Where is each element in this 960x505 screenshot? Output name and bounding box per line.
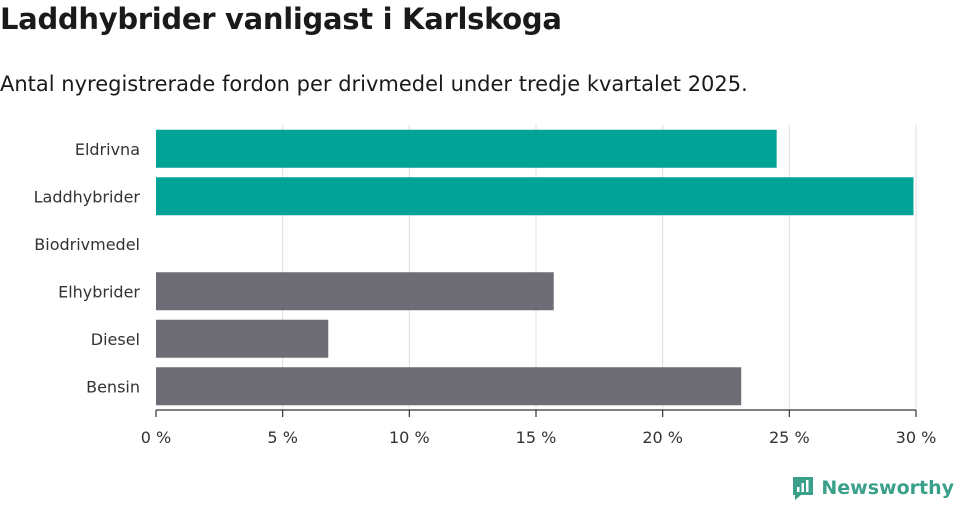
chart-subtitle: Antal nyregistrerade fordon per drivmede… <box>0 72 748 96</box>
category-label: Diesel <box>91 330 140 349</box>
x-tick-label: 10 % <box>389 428 430 447</box>
x-tick-label: 20 % <box>642 428 683 447</box>
category-label: Biodrivmedel <box>34 235 140 254</box>
x-tick-label: 5 % <box>267 428 297 447</box>
category-label: Bensin <box>86 377 140 396</box>
bar <box>156 177 914 216</box>
x-tick-label: 30 % <box>896 428 937 447</box>
chart-title: Laddhybrider vanligast i Karlskoga <box>0 2 562 36</box>
brand-name: Newsworthy <box>821 477 954 499</box>
bar <box>156 367 742 406</box>
x-tick-label: 25 % <box>769 428 810 447</box>
bar <box>156 319 329 358</box>
x-tick-label: 15 % <box>516 428 557 447</box>
category-label: Elhybrider <box>58 282 140 301</box>
bar <box>156 272 554 311</box>
bar <box>156 129 777 168</box>
newsworthy-logo-icon <box>793 477 814 500</box>
category-label: Eldrivna <box>75 140 140 159</box>
brand-logo: Newsworthy <box>791 475 954 501</box>
category-label: Laddhybrider <box>34 187 141 206</box>
x-tick-label: 0 % <box>141 428 171 447</box>
